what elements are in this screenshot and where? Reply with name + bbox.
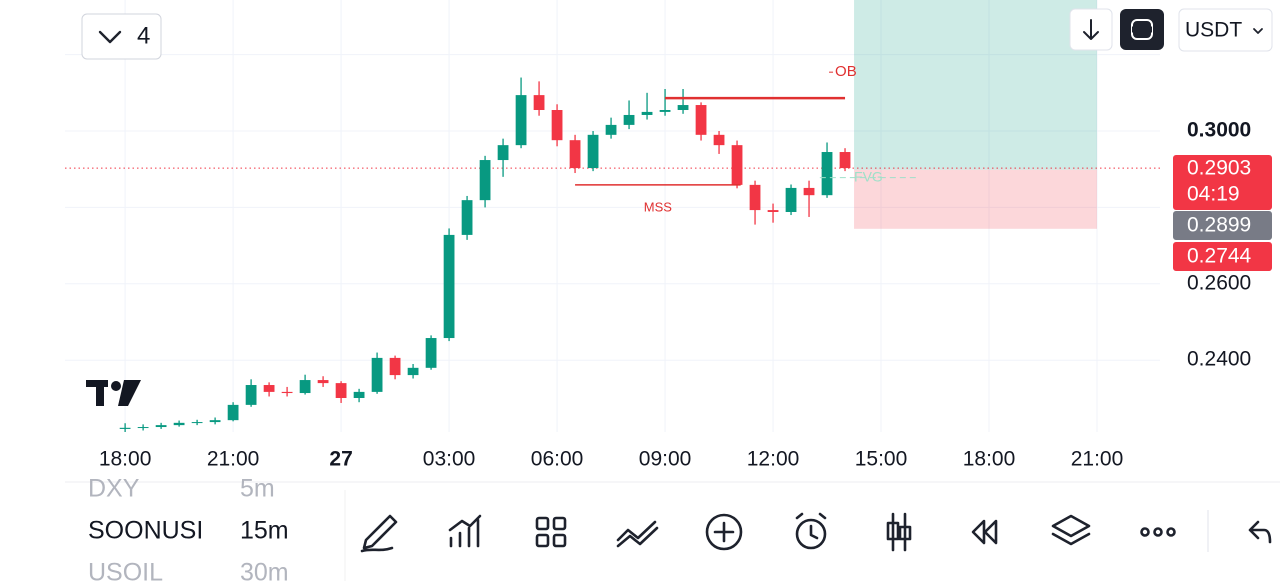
candle-body: [569, 140, 581, 169]
candle-body: [767, 210, 779, 212]
candle-body: [785, 187, 797, 212]
axes: 18:00 21:00 27 03:00 06:00 09:00 12:00 15:00 18:…: [99, 119, 1272, 471]
candle-body: [839, 152, 851, 169]
x-tick-label: 18:00: [963, 448, 1016, 471]
candle-body: [479, 160, 491, 201]
candle-body: [587, 134, 599, 169]
x-tick-label: 15:00: [855, 448, 908, 471]
candle-body: [497, 145, 509, 161]
watch-symbol[interactable]: USOIL: [88, 559, 163, 581]
candle-body: [155, 425, 167, 428]
scroll-button[interactable]: [1069, 8, 1113, 51]
candle-body: [173, 422, 185, 426]
currency-select[interactable]: USDT: [1178, 8, 1273, 52]
candle-body: [749, 184, 761, 211]
candle-body: [605, 124, 617, 135]
candle-body: [677, 105, 689, 111]
countdown-label: 04:19: [1187, 183, 1240, 206]
watch-interval: 15m: [240, 517, 289, 545]
candle-body: [371, 357, 383, 392]
mss-label: MSS: [644, 199, 673, 214]
stop-badge: [1173, 242, 1272, 271]
x-tick-label: 21:00: [207, 448, 260, 471]
candle-body: [353, 391, 365, 399]
x-tick-label: 18:00: [99, 448, 152, 471]
candle-body: [425, 338, 437, 368]
compare-tool[interactable]: [616, 520, 659, 548]
candle-body: [461, 200, 473, 235]
y-tick-label: 0.3000: [1187, 119, 1251, 142]
fullscreen-button[interactable]: [1120, 9, 1164, 50]
target-zone: [854, 0, 1098, 170]
x-tick-label: 06:00: [531, 448, 584, 471]
currency: USDT: [1185, 19, 1242, 42]
candle-body: [551, 110, 563, 141]
candle-body: [533, 95, 545, 111]
candle-body: [731, 145, 743, 185]
more-tool[interactable]: [1140, 527, 1176, 537]
alert-tool[interactable]: [795, 512, 827, 550]
y-tick-label: 0.2400: [1187, 348, 1251, 371]
y-tick-label: 0.2600: [1187, 271, 1251, 294]
entry-label: 0.2899: [1187, 214, 1251, 237]
ob-label: OB: [835, 63, 857, 80]
candle-body: [191, 422, 203, 424]
watchlist: DXY 5m SOONUSI 15m USOIL 30m: [88, 475, 289, 581]
candle-body: [263, 385, 275, 392]
candle-body: [335, 383, 347, 399]
last-price-label: 0.2903: [1187, 157, 1251, 180]
chart-type-tool[interactable]: [886, 512, 912, 552]
candle-body: [407, 367, 419, 376]
candle-body: [227, 404, 239, 421]
candle-body: [119, 427, 131, 429]
x-tick-label: 27: [329, 448, 352, 471]
undo-tool[interactable]: [1248, 520, 1272, 544]
candle-body: [209, 420, 221, 423]
candle-body: [443, 234, 455, 339]
indicators-tool[interactable]: [448, 514, 482, 548]
watch-symbol[interactable]: DXY: [88, 475, 140, 503]
watch-interval: 30m: [240, 559, 289, 581]
replay-tool[interactable]: [971, 519, 998, 545]
x-tick-label: 12:00: [747, 448, 800, 471]
x-tick-label: 21:00: [1071, 448, 1124, 471]
add-tool[interactable]: [705, 513, 743, 551]
candles: [119, 77, 851, 432]
toolbar: [360, 510, 1272, 553]
annotations: OB MSS FVG: [575, 63, 918, 214]
layers-tool[interactable]: [1051, 514, 1091, 546]
candle-body: [821, 152, 833, 196]
logo: [86, 380, 141, 406]
watch-interval: 5m: [240, 475, 275, 503]
draw-tool[interactable]: [360, 514, 398, 553]
x-tick-label: 09:00: [639, 448, 692, 471]
entry-badge: [1173, 211, 1272, 240]
fade: [200, 510, 230, 555]
candle-body: [695, 105, 707, 135]
stop-zone: [854, 169, 1098, 229]
watch-symbol[interactable]: SOONUSI: [88, 517, 203, 545]
fvg-label: FVG: [854, 168, 883, 184]
candle-body: [659, 110, 671, 112]
indicator-toggle[interactable]: 4: [81, 13, 162, 60]
templates-tool[interactable]: [535, 516, 567, 548]
candle-body: [299, 380, 311, 394]
stop-label: 0.2744: [1187, 245, 1252, 268]
candle-body: [281, 391, 293, 394]
last-price-badge: [1173, 155, 1272, 210]
candle-body: [317, 380, 329, 384]
candle-body: [515, 95, 527, 146]
candle-body: [245, 385, 257, 405]
candle-body: [641, 111, 653, 115]
candle-body: [713, 134, 725, 146]
candle-body: [623, 114, 635, 125]
x-tick-label: 03:00: [423, 448, 476, 471]
candle-body: [137, 427, 149, 429]
candle-body: [389, 357, 401, 376]
indicator-count: 4: [137, 22, 150, 49]
position-tool: [65, 0, 1160, 229]
candle-body: [803, 187, 815, 196]
